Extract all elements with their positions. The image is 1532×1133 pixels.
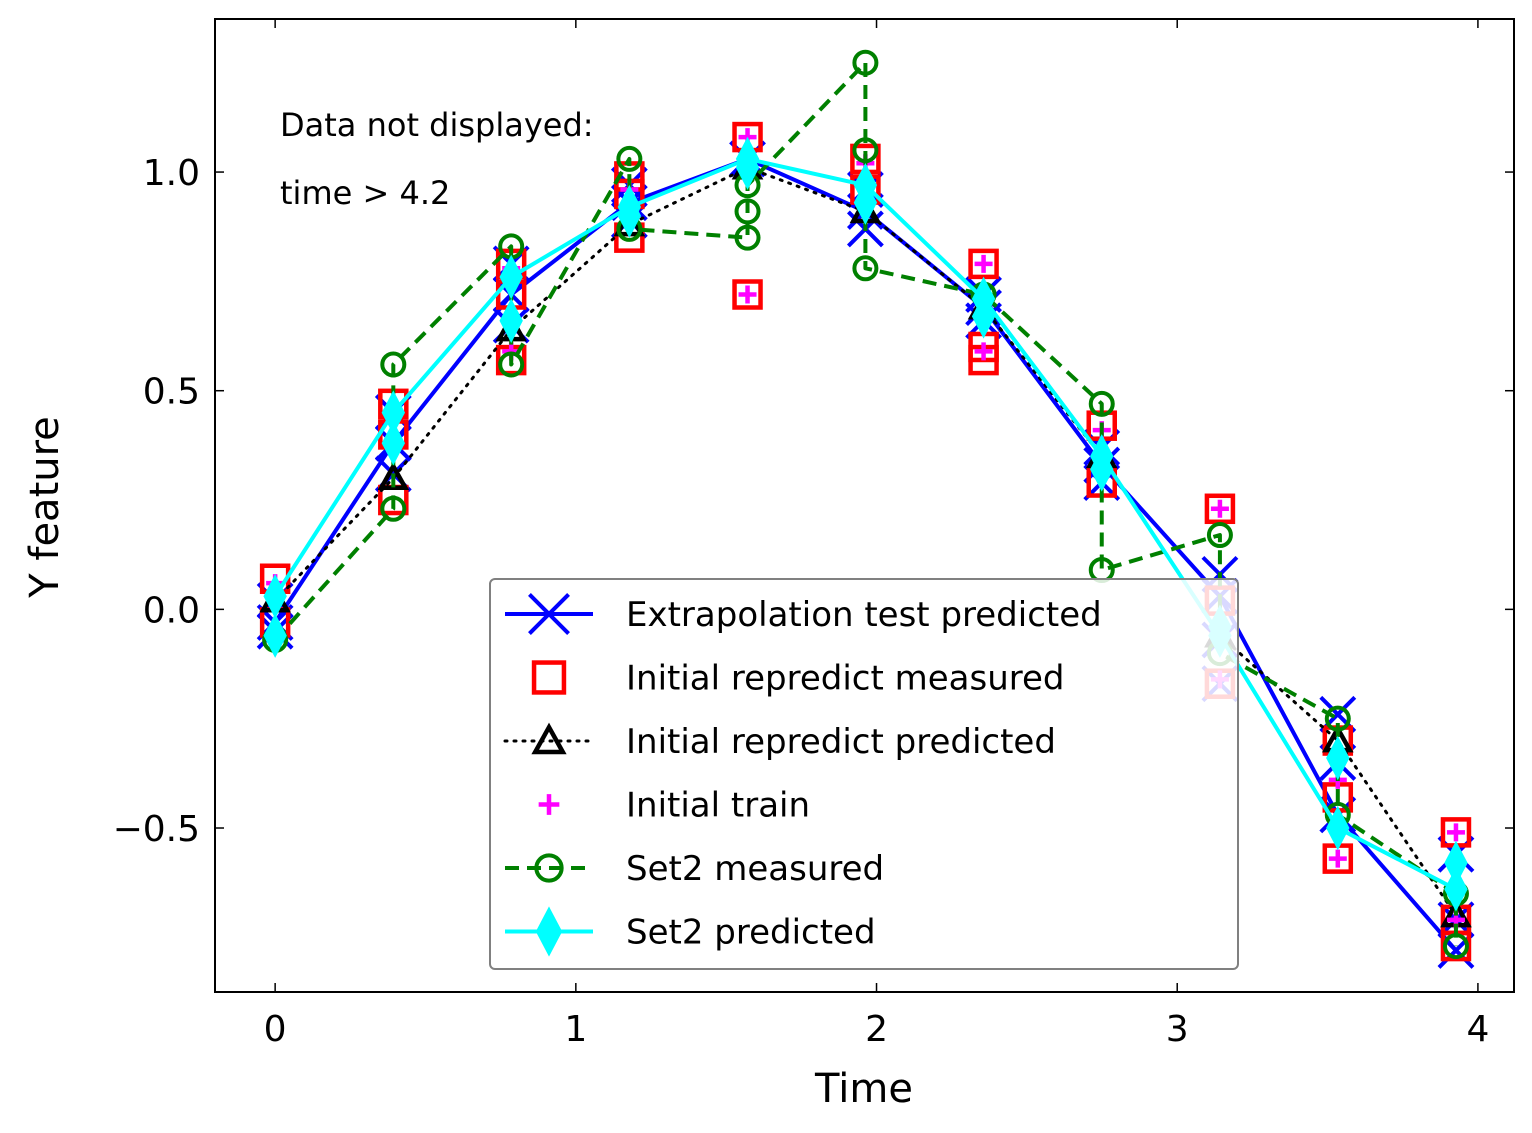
x-tick-label: 0 <box>264 1009 287 1050</box>
series-4-point <box>738 285 757 304</box>
legend-label: Initial repredict predicted <box>626 722 1056 762</box>
series-4-point <box>1210 499 1229 518</box>
series-5-point <box>380 351 407 378</box>
legend-entry: Initial repredict measured <box>531 659 1065 699</box>
axes-frame <box>214 18 1515 993</box>
series-5-point <box>852 49 879 76</box>
legend-entry: Set2 predicted <box>505 906 876 957</box>
annotation-line-1: Data not displayed: <box>280 106 594 144</box>
y-tick-label: 0.5 <box>143 372 200 413</box>
series-6-point <box>499 298 523 343</box>
series-6-point <box>971 276 996 322</box>
series-5-point <box>734 198 761 225</box>
series-5-point <box>1324 705 1351 732</box>
series-4-point <box>1328 849 1347 868</box>
series-5-point <box>616 145 643 172</box>
series-5-point <box>498 351 525 378</box>
y-tick-label: 1.0 <box>143 153 200 194</box>
legend-label: Set2 measured <box>626 849 884 889</box>
series-5-point <box>380 495 407 522</box>
y-tick-label: −0.5 <box>113 809 200 850</box>
series-5-point <box>852 137 879 164</box>
legend: Extrapolation test predicted Initial repr… <box>489 578 1239 970</box>
series-5-point <box>852 255 879 282</box>
series-6-point <box>853 162 878 208</box>
series-6-point <box>735 136 760 182</box>
x-tick-label: 3 <box>1166 1009 1189 1050</box>
legend-entry: Extrapolation test predicted <box>505 593 1102 635</box>
series-6-point <box>263 613 287 658</box>
legend-label: Set2 predicted <box>626 913 876 953</box>
x-tick-label: 1 <box>564 1009 587 1050</box>
legend-entry: Initial repredict predicted <box>503 722 1056 762</box>
legend-label: Extrapolation test predicted <box>626 595 1102 635</box>
series-6-point <box>1090 434 1114 479</box>
x-tick-label: 4 <box>1466 1009 1489 1050</box>
series-6-point <box>499 254 523 300</box>
y-tick-label: 0.0 <box>143 590 200 631</box>
legend-marker <box>528 593 570 635</box>
x-axis-label: Time <box>814 1066 913 1112</box>
legend-label: Initial repredict measured <box>626 659 1065 699</box>
series-4-point <box>974 254 993 273</box>
legend-marker <box>531 722 567 755</box>
legend-box <box>489 578 1239 970</box>
series-3-point <box>377 461 410 491</box>
series-6-point <box>1326 735 1350 781</box>
series-2-point <box>732 279 763 310</box>
series-5-point <box>1206 522 1233 549</box>
y-axis-label: Y feature <box>22 416 68 599</box>
axis-ticks: 0 1 2 3 4 −0.5 0.0 0.5 1.0 <box>113 19 1514 1050</box>
legend-entry: Set2 measured <box>505 849 884 889</box>
series-6-point <box>263 574 287 619</box>
series-6-point <box>381 420 406 466</box>
series-5-point <box>734 224 761 251</box>
legend-marker <box>535 906 563 957</box>
legend-entry: Initial train <box>538 786 810 826</box>
annotation-line-2: time > 4.2 <box>280 174 450 212</box>
legend-label: Initial train <box>626 786 810 826</box>
x-tick-label: 2 <box>865 1009 888 1050</box>
legend-marker <box>531 660 567 695</box>
series-5-point <box>1088 390 1115 417</box>
series-4-point <box>974 342 993 361</box>
series-2-point <box>1204 493 1236 525</box>
legend-marker <box>538 794 560 815</box>
series-5-point <box>1442 933 1469 960</box>
legend-marker <box>534 853 564 883</box>
series-6-point <box>1444 867 1468 912</box>
series-4-point <box>1446 823 1465 842</box>
series-6-point <box>381 390 406 435</box>
series-6-point <box>1326 805 1350 851</box>
series-6-point <box>617 184 642 230</box>
